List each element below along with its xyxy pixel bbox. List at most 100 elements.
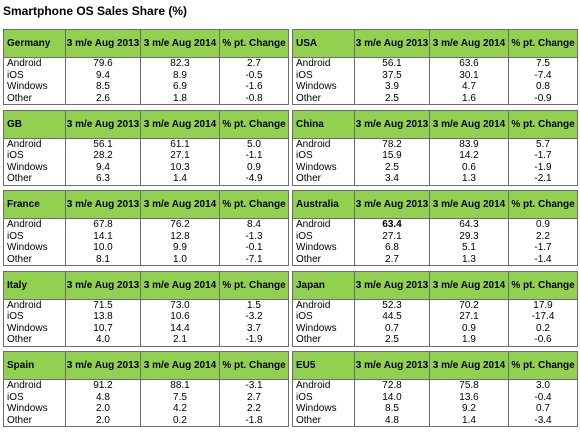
value-2013: 4.8 [354,414,430,427]
table-row: Windows 8.5 9.2 0.7 [292,403,578,415]
column-header: 3 m/e Aug 2013 [65,351,141,380]
table-row: Other 2.6 1.8 -0.8 [3,92,289,105]
os-label: Other [3,253,66,266]
os-label: iOS [3,230,66,242]
region-table-gb: GB 3 m/e Aug 2013 3 m/e Aug 2014% pt. Chan… [3,109,289,186]
region-name: EU5 [292,351,355,380]
os-label: iOS [292,150,355,162]
pt-change: -7.4 [508,69,578,81]
value-2014: 2.1 [140,334,220,347]
value-2014: 4.2 [140,403,220,415]
pt-change: -1.7 [508,150,578,162]
table-row: Android 72.8 75.8 3.0 [292,379,578,392]
value-2013: 2.5 [354,334,430,347]
pt-change: -1.8 [219,414,289,427]
table-row: Windows 9.4 10.3 0.9 [3,161,289,173]
column-header: 3 m/e Aug 2014 [140,109,220,139]
value-2013: 2.5 [354,161,430,173]
table-row: Android 56.1 61.1 5.0 [3,138,289,150]
value-2014: 7.5 [140,391,220,403]
pt-change: -2.1 [508,173,578,186]
region-name: USA [292,29,355,58]
table-row: Android 67.8 76.2 8.4 [3,218,289,231]
region-table-eu5: EU5 3 m/e Aug 2013 3 m/e Aug 2014% pt. Cha… [292,351,578,427]
os-label: iOS [292,69,355,81]
value-2014: 73.0 [140,299,220,311]
os-label: Other [3,92,66,105]
value-2013: 4.8 [65,391,141,403]
pt-change: 2.2 [508,230,578,242]
value-2013: 3.9 [354,81,430,93]
pt-change: 3.0 [508,379,578,392]
region-table-germany: Germany 3 m/e Aug 2013 3 m/e Aug 2014% pt.… [3,29,289,105]
region-name: Germany [3,29,66,58]
value-2013: 2.7 [354,253,430,266]
value-2014: 27.1 [429,311,509,323]
value-2013: 28.2 [65,150,141,162]
pt-change: 0.2 [508,322,578,334]
value-2014: 12.8 [140,230,220,242]
table-row: iOS 27.1 29.3 2.2 [292,230,578,242]
value-2014: 6.9 [140,81,220,93]
column-header: 3 m/e Aug 2014 [429,29,509,58]
value-2013: 4.0 [65,334,141,347]
os-label: Other [292,173,355,186]
table-row: Other 2.5 1.9 -0.6 [292,334,578,347]
value-2014: 29.3 [429,230,509,242]
region-name: GB [3,109,66,139]
region-table-usa: USA 3 m/e Aug 2013 3 m/e Aug 2014% pt. Cha… [292,29,578,105]
value-2013: 56.1 [65,138,141,150]
os-label: Android [292,57,355,70]
os-label: iOS [3,69,66,81]
value-2013: 91.2 [65,379,141,392]
pt-change: -1.4 [508,253,578,266]
region-table-france: France 3 m/e Aug 2013 3 m/e Aug 2014% pt. … [3,190,289,266]
table-row: iOS 13.8 10.6 -3.2 [3,311,289,323]
value-2013: 2.0 [65,414,141,427]
table-row: Windows 8.5 6.9 -1.6 [3,81,289,93]
pt-change: -0.8 [219,92,289,105]
value-2014: 63.6 [429,57,509,70]
column-header: % pt. Change [508,29,578,58]
os-label: Windows [292,161,355,173]
value-2013: 67.8 [65,218,141,231]
pt-change: 1.5 [219,299,289,311]
column-header: % pt. Change [508,270,578,300]
value-2014: 10.6 [140,311,220,323]
os-label: Other [292,414,355,427]
pt-change: -1.7 [508,242,578,254]
os-label: iOS [292,391,355,403]
value-2013: 37.5 [354,69,430,81]
value-2013: 10.0 [65,242,141,254]
pt-change: -0.9 [508,92,578,105]
value-2013: 8.1 [65,253,141,266]
os-label: Android [292,379,355,392]
value-2013: 13.8 [65,311,141,323]
value-2014: 1.9 [429,334,509,347]
value-2013: 0.7 [354,322,430,334]
value-2013: 52.3 [354,299,430,311]
value-2014: 1.4 [140,173,220,186]
region-table-china: China 3 m/e Aug 2013 3 m/e Aug 2014% pt. C… [292,109,578,186]
table-row: Other 4.8 1.4 -3.4 [292,414,578,427]
pt-change: 3.7 [219,322,289,334]
column-header: 3 m/e Aug 2013 [354,190,430,219]
value-2014: 83.9 [429,138,509,150]
value-2013: 78.2 [354,138,430,150]
value-2014: 9.2 [429,403,509,415]
value-2014: 5.1 [429,242,509,254]
os-label: Windows [3,322,66,334]
pt-change: -1.3 [219,230,289,242]
column-header: % pt. Change [219,29,289,58]
table-row: Android 56.1 63.6 7.5 [292,57,578,70]
os-label: iOS [292,311,355,323]
table-row: iOS 14.0 13.6 -0.4 [292,391,578,403]
value-2013: 9.4 [65,161,141,173]
column-header: % pt. Change [219,351,289,380]
value-2013: 8.5 [65,81,141,93]
value-2014: 9.9 [140,242,220,254]
pt-change: -4.9 [219,173,289,186]
pt-change: -1.9 [219,334,289,347]
value-2014: 1.6 [429,92,509,105]
column-header: 3 m/e Aug 2013 [354,109,430,139]
